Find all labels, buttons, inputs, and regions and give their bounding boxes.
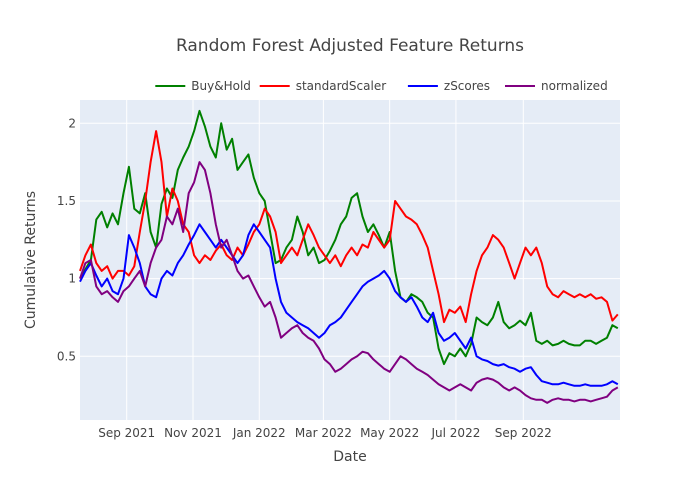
x-axis-ticks: Sep 2021 Nov 2021 Jan 2022 Mar 2022 May 2022… <box>98 426 552 440</box>
x-tick-label: Sep 2021 <box>98 426 155 440</box>
y-tick-label: 2 <box>68 116 76 130</box>
plot-background <box>80 100 620 420</box>
legend-item[interactable]: normalized <box>505 79 608 93</box>
legend-item[interactable]: zScores <box>407 79 490 93</box>
x-tick-label: Nov 2021 <box>164 426 222 440</box>
legend-label: standardScaler <box>296 79 387 93</box>
x-tick-label: Sep 2022 <box>495 426 552 440</box>
legend-label: Buy&Hold <box>191 79 251 93</box>
y-tick-label: 0.5 <box>57 349 76 363</box>
y-tick-label: 1.5 <box>57 194 76 208</box>
legend[interactable]: Buy&Hold standardScaler zScores normalized <box>155 79 608 93</box>
legend-label: normalized <box>541 79 608 93</box>
series-line-zscores <box>79 223 619 387</box>
legend-item[interactable]: standardScaler <box>259 79 387 93</box>
x-tick-label: Jan 2022 <box>232 426 286 440</box>
x-tick-label: May 2022 <box>360 426 419 440</box>
y-tick-label: 1 <box>68 272 76 286</box>
legend-label: zScores <box>444 79 490 93</box>
y-axis-ticks: 0.5 1 1.5 2 <box>57 116 76 363</box>
legend-item[interactable]: Buy&Hold <box>155 79 251 93</box>
y-axis-label: Cumulative Returns <box>23 191 39 329</box>
x-tick-label: Mar 2022 <box>295 426 352 440</box>
grid-lines <box>80 100 620 420</box>
chart-title: Random Forest Adjusted Feature Returns <box>176 36 524 56</box>
series-lines <box>79 109 619 404</box>
series-line-normalized <box>79 161 619 404</box>
x-tick-label: Jul 2022 <box>431 426 481 440</box>
series-line-standardscaler <box>79 130 619 324</box>
x-axis-label: Date <box>333 449 366 465</box>
series-line-buyhold <box>79 109 619 366</box>
